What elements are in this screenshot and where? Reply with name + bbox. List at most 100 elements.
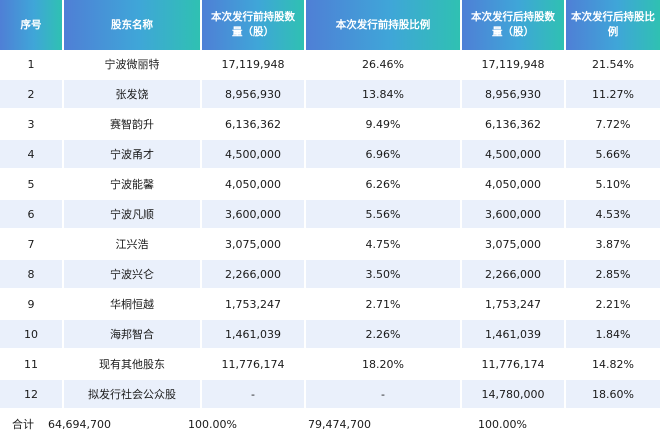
header-ratio-after: 本次发行后持股比例 — [566, 0, 660, 50]
cell-shareholder-name: 海邦智合 — [64, 320, 202, 350]
table-row: 7 江兴浩 3,075,000 4.75% 3,075,000 3.87% — [0, 230, 660, 260]
cell-shares-before: 1,461,039 — [202, 320, 306, 350]
cell-shareholder-name: 江兴浩 — [64, 230, 202, 260]
table-row: 2 张发饶 8,956,930 13.84% 8,956,930 11.27% — [0, 80, 660, 110]
cell-ratio-before: 26.46% — [306, 50, 462, 80]
cell-shareholder-name: 宁波能馨 — [64, 170, 202, 200]
cell-index: 7 — [0, 230, 64, 260]
shareholding-table: 序号 股东名称 本次发行前持股数量（股） 本次发行前持股比例 本次发行后持股数量… — [0, 0, 660, 410]
cell-shares-after: 2,266,000 — [462, 260, 566, 290]
cell-ratio-before: 3.50% — [306, 260, 462, 290]
total-before-ratio: 100.00% — [188, 417, 237, 431]
cell-ratio-before: 4.75% — [306, 230, 462, 260]
cell-ratio-before: 9.49% — [306, 110, 462, 140]
cell-shares-after: 4,050,000 — [462, 170, 566, 200]
cell-ratio-after: 14.82% — [566, 350, 660, 380]
cell-ratio-after: 7.72% — [566, 110, 660, 140]
total-row: 合计 64,694,700 100.00% 79,474,700 100.00% — [0, 410, 660, 438]
cell-shareholder-name: 宁波兴仑 — [64, 260, 202, 290]
cell-ratio-before: - — [306, 380, 462, 410]
cell-index: 2 — [0, 80, 64, 110]
cell-shares-after: 3,600,000 — [462, 200, 566, 230]
cell-shares-before: 4,050,000 — [202, 170, 306, 200]
cell-ratio-after: 11.27% — [566, 80, 660, 110]
cell-ratio-after: 21.54% — [566, 50, 660, 80]
cell-shareholder-name: 张发饶 — [64, 80, 202, 110]
cell-ratio-after: 18.60% — [566, 380, 660, 410]
table-row: 8 宁波兴仑 2,266,000 3.50% 2,266,000 2.85% — [0, 260, 660, 290]
cell-ratio-after: 5.10% — [566, 170, 660, 200]
table-row: 10 海邦智合 1,461,039 2.26% 1,461,039 1.84% — [0, 320, 660, 350]
cell-shares-before: 3,075,000 — [202, 230, 306, 260]
cell-shares-before: 2,266,000 — [202, 260, 306, 290]
table-row: 5 宁波能馨 4,050,000 6.26% 4,050,000 5.10% — [0, 170, 660, 200]
cell-shares-after: 14,780,000 — [462, 380, 566, 410]
total-before-shares: 64,694,700 — [48, 417, 111, 431]
cell-shares-after: 1,461,039 — [462, 320, 566, 350]
cell-index: 11 — [0, 350, 64, 380]
cell-ratio-before: 2.71% — [306, 290, 462, 320]
table-row: 11 现有其他股东 11,776,174 18.20% 11,776,174 14.82% — [0, 350, 660, 380]
cell-shareholder-name: 赛智韵升 — [64, 110, 202, 140]
cell-shares-before: - — [202, 380, 306, 410]
cell-shares-before: 1,753,247 — [202, 290, 306, 320]
cell-ratio-after: 1.84% — [566, 320, 660, 350]
table-row: 6 宁波凡顺 3,600,000 5.56% 3,600,000 4.53% — [0, 200, 660, 230]
header-index: 序号 — [0, 0, 64, 50]
cell-ratio-after: 2.85% — [566, 260, 660, 290]
cell-ratio-after: 2.21% — [566, 290, 660, 320]
header-ratio-before: 本次发行前持股比例 — [306, 0, 462, 50]
cell-ratio-before: 13.84% — [306, 80, 462, 110]
table-row: 1 宁波微丽特 17,119,948 26.46% 17,119,948 21.54% — [0, 50, 660, 80]
table-row: 3 赛智韵升 6,136,362 9.49% 6,136,362 7.72% — [0, 110, 660, 140]
cell-index: 12 — [0, 380, 64, 410]
cell-ratio-after: 3.87% — [566, 230, 660, 260]
cell-shares-after: 3,075,000 — [462, 230, 566, 260]
cell-shares-after: 17,119,948 — [462, 50, 566, 80]
cell-shares-before: 17,119,948 — [202, 50, 306, 80]
cell-index: 10 — [0, 320, 64, 350]
cell-shares-after: 6,136,362 — [462, 110, 566, 140]
cell-shareholder-name: 宁波微丽特 — [64, 50, 202, 80]
cell-shares-before: 6,136,362 — [202, 110, 306, 140]
cell-ratio-before: 5.56% — [306, 200, 462, 230]
cell-shareholder-name: 宁波凡顺 — [64, 200, 202, 230]
table-row: 4 宁波甬才 4,500,000 6.96% 4,500,000 5.66% — [0, 140, 660, 170]
table-row: 9 华桐恒越 1,753,247 2.71% 1,753,247 2.21% — [0, 290, 660, 320]
cell-index: 1 — [0, 50, 64, 80]
cell-index: 8 — [0, 260, 64, 290]
cell-index: 6 — [0, 200, 64, 230]
total-after-shares: 79,474,700 — [308, 417, 371, 431]
cell-index: 5 — [0, 170, 64, 200]
cell-ratio-after: 4.53% — [566, 200, 660, 230]
header-shareholder-name: 股东名称 — [64, 0, 202, 50]
cell-shareholder-name: 拟发行社会公众股 — [64, 380, 202, 410]
table-row: 12 拟发行社会公众股 - -14,780,000 18.60% — [0, 380, 660, 410]
cell-ratio-after: 5.66% — [566, 140, 660, 170]
cell-shares-after: 8,956,930 — [462, 80, 566, 110]
cell-shareholder-name: 华桐恒越 — [64, 290, 202, 320]
cell-index: 9 — [0, 290, 64, 320]
cell-shareholder-name: 宁波甬才 — [64, 140, 202, 170]
cell-shares-before: 3,600,000 — [202, 200, 306, 230]
cell-shares-before: 8,956,930 — [202, 80, 306, 110]
cell-shareholder-name: 现有其他股东 — [64, 350, 202, 380]
cell-ratio-before: 6.96% — [306, 140, 462, 170]
table-body: 1 宁波微丽特 17,119,948 26.46% 17,119,948 21.54% 2 张… — [0, 50, 660, 410]
cell-shares-before: 4,500,000 — [202, 140, 306, 170]
cell-ratio-before: 18.20% — [306, 350, 462, 380]
total-after-ratio: 100.00% — [478, 417, 527, 431]
header-shares-after: 本次发行后持股数量（股） — [462, 0, 566, 50]
cell-ratio-before: 6.26% — [306, 170, 462, 200]
cell-shares-after: 4,500,000 — [462, 140, 566, 170]
cell-index: 4 — [0, 140, 64, 170]
cell-index: 3 — [0, 110, 64, 140]
header-shares-before: 本次发行前持股数量（股） — [202, 0, 306, 50]
cell-ratio-before: 2.26% — [306, 320, 462, 350]
total-label: 合计 — [12, 418, 34, 431]
cell-shares-before: 11,776,174 — [202, 350, 306, 380]
cell-shares-after: 11,776,174 — [462, 350, 566, 380]
table-header-row: 序号 股东名称 本次发行前持股数量（股） 本次发行前持股比例 本次发行后持股数量… — [0, 0, 660, 50]
cell-shares-after: 1,753,247 — [462, 290, 566, 320]
